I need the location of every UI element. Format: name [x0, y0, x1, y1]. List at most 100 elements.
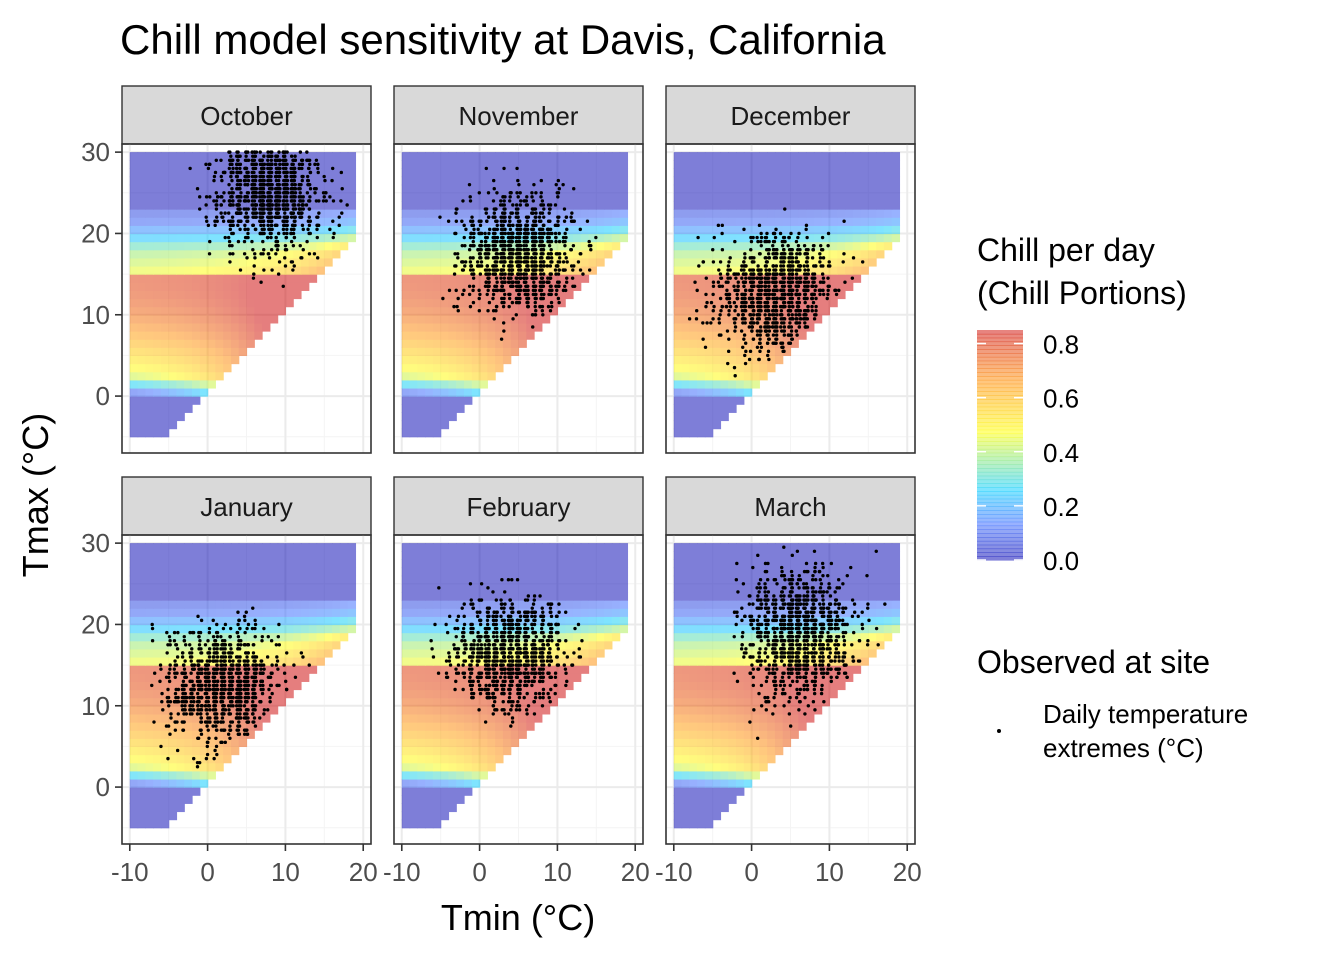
observed-point — [283, 150, 286, 153]
y-tick-label: 10 — [81, 300, 110, 330]
heatmap-tile — [845, 282, 853, 291]
observed-point — [491, 244, 494, 247]
heatmap-tile — [417, 274, 425, 283]
observed-point — [533, 244, 536, 247]
observed-point — [532, 207, 535, 210]
observed-point — [533, 240, 536, 243]
observed-point — [315, 215, 318, 218]
observed-point — [308, 252, 311, 255]
observed-point — [555, 252, 558, 255]
heatmap-tile — [425, 233, 433, 242]
heatmap-tile — [456, 364, 464, 373]
observed-point — [806, 256, 809, 259]
observed-point — [308, 224, 311, 227]
heatmap-tile — [184, 152, 192, 161]
heatmap-tile — [511, 339, 519, 348]
observed-point — [306, 191, 309, 194]
heatmap-tile — [153, 217, 161, 226]
observed-point — [572, 187, 575, 190]
heatmap-tile — [744, 160, 752, 169]
heatmap-tile — [853, 225, 861, 234]
heatmap-tile — [697, 364, 705, 373]
heatmap-tile — [223, 339, 231, 348]
heatmap-tile — [200, 388, 208, 397]
heatmap-tile — [402, 217, 410, 226]
heatmap-tile — [169, 404, 177, 413]
observed-point — [525, 301, 528, 304]
observed-point — [268, 256, 271, 259]
observed-point — [228, 203, 231, 206]
observed-point — [219, 211, 222, 214]
observed-point — [250, 187, 253, 190]
heatmap-tile — [278, 307, 286, 316]
heatmap-tile — [868, 177, 876, 186]
observed-point — [555, 183, 558, 186]
observed-point — [499, 215, 502, 218]
heatmap-tile — [417, 152, 425, 161]
observed-point — [503, 276, 506, 279]
observed-point — [462, 289, 465, 292]
heatmap-tile — [728, 152, 736, 161]
heatmap-tile — [192, 168, 200, 177]
heatmap-tile — [798, 201, 806, 210]
heatmap-tile — [487, 331, 495, 340]
heatmap-tile — [402, 331, 410, 340]
heatmap-tile — [145, 372, 153, 381]
observed-point — [472, 236, 475, 239]
heatmap-tile — [674, 404, 682, 413]
heatmap-tile — [176, 209, 184, 218]
observed-point — [483, 232, 486, 235]
heatmap-tile — [130, 274, 138, 283]
observed-point — [852, 256, 855, 259]
heatmap-tile — [791, 177, 799, 186]
heatmap-tile — [689, 209, 697, 218]
heatmap-tile — [713, 347, 721, 356]
observed-point — [492, 236, 495, 239]
heatmap-tile — [145, 266, 153, 275]
heatmap-tile — [682, 193, 690, 202]
heatmap-tile — [208, 355, 216, 364]
observed-point — [503, 203, 506, 206]
observed-point — [534, 305, 537, 308]
heatmap-tile — [682, 160, 690, 169]
heatmap-tile — [441, 331, 449, 340]
heatmap-tile — [573, 152, 581, 161]
heatmap-tile — [689, 331, 697, 340]
heatmap-tile — [138, 233, 146, 242]
observed-point — [331, 220, 334, 223]
observed-point — [292, 187, 295, 190]
heatmap-tile — [425, 160, 433, 169]
heatmap-tile — [682, 201, 690, 210]
heatmap-tile — [775, 209, 783, 218]
heatmap-tile — [868, 233, 876, 242]
observed-point — [284, 248, 287, 251]
heatmap-tile — [472, 355, 480, 364]
heatmap-tile — [876, 185, 884, 194]
observed-point — [549, 264, 552, 267]
heatmap-tile — [456, 160, 464, 169]
heatmap-tile — [728, 225, 736, 234]
facet-panel-december: December — [666, 86, 915, 453]
heatmap-tile — [448, 307, 456, 316]
heatmap-tile — [441, 347, 449, 356]
observed-point — [780, 309, 783, 312]
observed-point — [509, 260, 512, 263]
heatmap-tile — [441, 364, 449, 373]
observed-point — [758, 317, 761, 320]
heatmap-tile — [682, 282, 690, 291]
observed-point — [266, 224, 269, 227]
observed-point — [542, 207, 545, 210]
observed-point — [702, 260, 705, 263]
observed-point — [496, 252, 499, 255]
heatmap-tile — [705, 152, 713, 161]
observed-point — [478, 191, 481, 194]
heatmap-tile — [340, 177, 348, 186]
heatmap-tile — [511, 323, 519, 332]
heatmap-tile — [775, 160, 783, 169]
heatmap-tile — [169, 290, 177, 299]
observed-point — [487, 244, 490, 247]
observed-point — [554, 268, 557, 271]
heatmap-tile — [829, 225, 837, 234]
heatmap-tile — [138, 380, 146, 389]
heatmap-tile — [456, 323, 464, 332]
